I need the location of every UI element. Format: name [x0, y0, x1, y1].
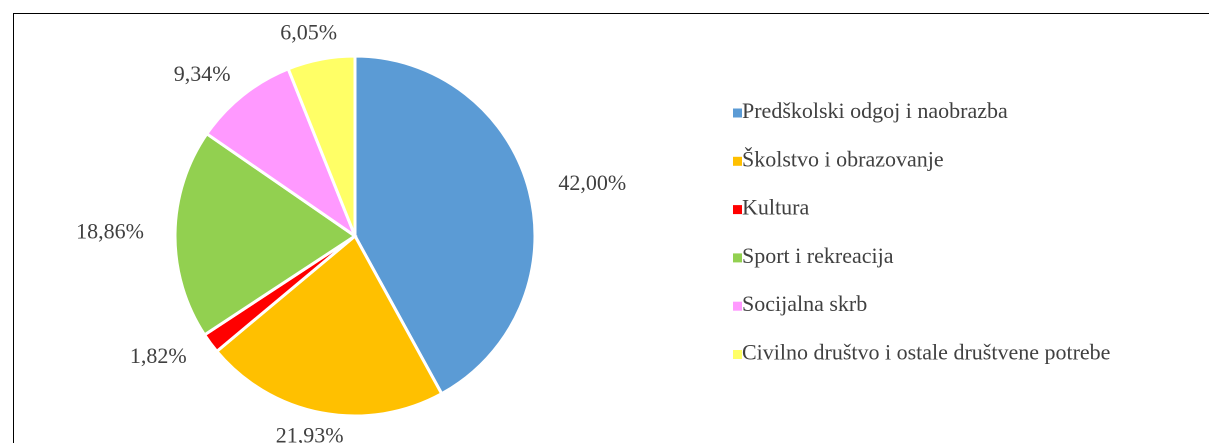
legend-label: Civilno društvo i ostale društvene potre… — [742, 340, 1110, 365]
legend-swatch — [733, 301, 742, 311]
legend-swatch — [733, 253, 742, 263]
data-label: 9,34% — [174, 61, 231, 86]
legend-swatch — [733, 205, 742, 215]
data-label: 21,93% — [276, 422, 344, 443]
pie-slice — [214, 233, 444, 418]
data-label: 18,86% — [76, 219, 144, 244]
legend-label: Predškolski odgoj i naobrazba — [742, 98, 1008, 123]
legend-label: Socijalna skrb — [742, 291, 867, 316]
pie-slice — [173, 131, 358, 337]
legend-label: Školstvo i obrazovanje — [742, 146, 944, 171]
data-label: 1,82% — [130, 343, 187, 368]
pie-slice — [204, 66, 359, 241]
legend-swatch — [733, 108, 742, 118]
legend-label: Kultura — [742, 195, 809, 220]
legend-swatch — [733, 350, 742, 359]
pie-slice — [353, 54, 537, 396]
data-label: 42,00% — [558, 170, 626, 195]
legend-swatch — [733, 156, 742, 166]
data-label: 6,05% — [280, 20, 337, 45]
pie-slice — [286, 54, 357, 237]
legend-label: Sport i rekreacija — [742, 243, 894, 268]
